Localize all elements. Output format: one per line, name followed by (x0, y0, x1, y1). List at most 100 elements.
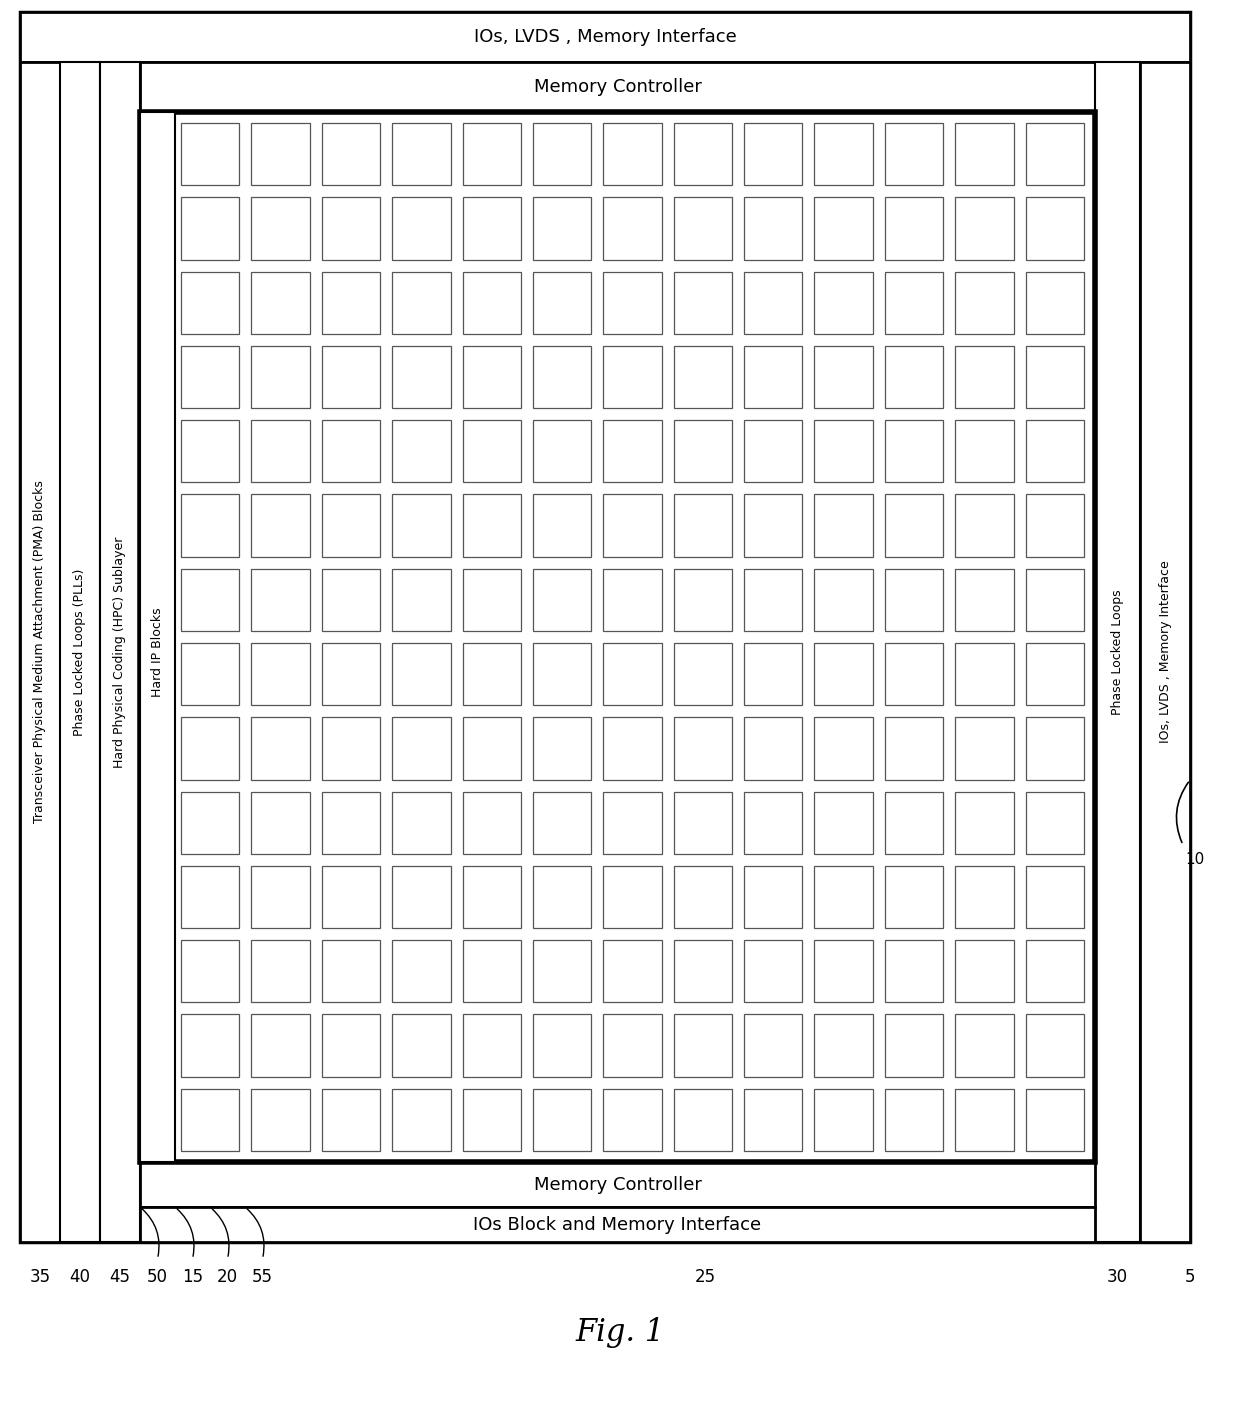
Text: 40: 40 (69, 1268, 91, 1287)
Bar (604, 643, 662, 706)
Bar (181, 421, 239, 482)
Bar (533, 939, 591, 1002)
Bar (392, 421, 450, 482)
Bar (252, 1088, 310, 1151)
Bar (885, 568, 944, 631)
Bar (533, 495, 591, 557)
Bar (140, 112, 175, 1162)
Bar (1025, 197, 1084, 259)
Bar (252, 346, 310, 408)
Bar (955, 939, 1013, 1002)
Bar (744, 1015, 802, 1077)
Text: IOs, LVDS , Memory Interface: IOs, LVDS , Memory Interface (474, 28, 737, 45)
Bar (321, 717, 381, 779)
Bar (673, 346, 732, 408)
Bar (463, 1088, 521, 1151)
Bar (955, 643, 1013, 706)
Bar (604, 866, 662, 928)
Bar (604, 272, 662, 334)
Bar (673, 866, 732, 928)
FancyArrowPatch shape (143, 1209, 159, 1257)
Bar (1025, 123, 1084, 186)
Bar (463, 421, 521, 482)
Bar (321, 197, 381, 259)
Bar (885, 1015, 944, 1077)
Bar (604, 717, 662, 779)
Bar (955, 717, 1013, 779)
Bar (392, 792, 450, 854)
Bar (673, 792, 732, 854)
Bar (744, 197, 802, 259)
Bar (463, 792, 521, 854)
Bar (321, 272, 381, 334)
Bar (1140, 62, 1190, 1241)
Bar (744, 495, 802, 557)
Bar (744, 1088, 802, 1151)
Text: IOs, LVDS , Memory Interface: IOs, LVDS , Memory Interface (1158, 561, 1172, 744)
Text: 45: 45 (109, 1268, 130, 1287)
Bar (533, 346, 591, 408)
Text: Transceiver Physical Medium Attachment (PMA) Blocks: Transceiver Physical Medium Attachment (… (33, 480, 47, 823)
Bar (392, 866, 450, 928)
Text: 15: 15 (182, 1268, 203, 1287)
Bar (673, 939, 732, 1002)
Bar (1025, 717, 1084, 779)
Bar (673, 197, 732, 259)
Bar (321, 866, 381, 928)
Text: Memory Controller: Memory Controller (533, 78, 702, 96)
Bar (252, 717, 310, 779)
Bar (955, 197, 1013, 259)
Bar (815, 717, 873, 779)
Bar (1025, 421, 1084, 482)
Bar (181, 939, 239, 1002)
Bar (321, 939, 381, 1002)
Bar (20, 11, 1190, 62)
Bar (815, 643, 873, 706)
Bar (533, 792, 591, 854)
Bar (181, 866, 239, 928)
Bar (1025, 346, 1084, 408)
Bar (885, 346, 944, 408)
Bar (392, 197, 450, 259)
Bar (252, 197, 310, 259)
Bar (463, 197, 521, 259)
Bar (885, 421, 944, 482)
Text: 35: 35 (30, 1268, 51, 1287)
Bar (815, 123, 873, 186)
Bar (181, 495, 239, 557)
Bar (252, 568, 310, 631)
Bar (181, 568, 239, 631)
Bar (533, 1015, 591, 1077)
Bar (885, 866, 944, 928)
Bar (744, 123, 802, 186)
Bar (885, 197, 944, 259)
Bar (955, 495, 1013, 557)
Bar (533, 197, 591, 259)
Bar (252, 123, 310, 186)
Bar (744, 568, 802, 631)
Bar (321, 568, 381, 631)
FancyArrowPatch shape (1177, 782, 1188, 843)
Bar (955, 346, 1013, 408)
Bar (1025, 866, 1084, 928)
Bar (100, 62, 140, 1241)
Bar (181, 1015, 239, 1077)
Bar (533, 643, 591, 706)
Bar (604, 421, 662, 482)
Bar (744, 272, 802, 334)
Bar (604, 495, 662, 557)
Bar (815, 866, 873, 928)
Bar (321, 1088, 381, 1151)
Bar (885, 1088, 944, 1151)
Bar (885, 123, 944, 186)
Bar (392, 939, 450, 1002)
Bar (673, 272, 732, 334)
Bar (60, 62, 100, 1241)
FancyArrowPatch shape (177, 1209, 193, 1257)
Bar (321, 421, 381, 482)
Bar (673, 717, 732, 779)
Bar (885, 792, 944, 854)
Bar (744, 346, 802, 408)
FancyArrowPatch shape (247, 1209, 264, 1257)
Bar (181, 1088, 239, 1151)
